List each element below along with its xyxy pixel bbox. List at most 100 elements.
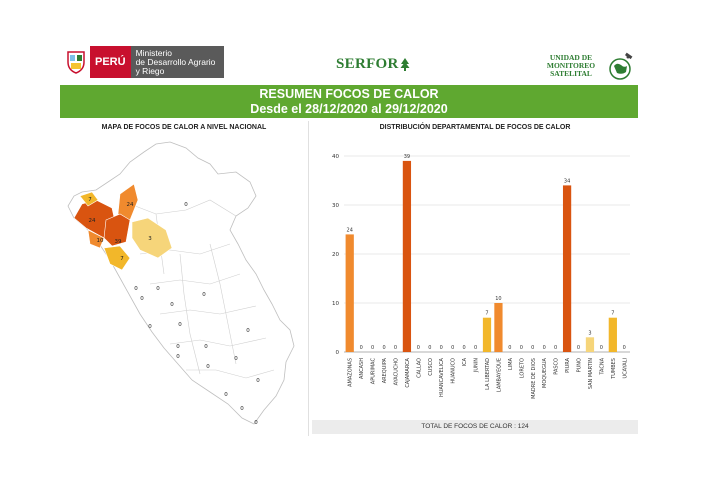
region-san-martin <box>131 217 173 259</box>
region-lambayeque <box>87 229 105 249</box>
report-date-range: Desde el 28/12/2020 al 29/12/2020 <box>250 102 448 116</box>
y-tick-label: 20 <box>332 252 339 258</box>
data-label: 0 <box>451 345 454 351</box>
region-la-libertad <box>103 245 131 271</box>
bar <box>345 234 354 352</box>
data-label: 0 <box>531 345 534 351</box>
map-label: 0 <box>134 286 138 292</box>
map-label: 3 <box>148 236 152 242</box>
ministry-label: Ministerio de Desarrollo Agrario y Riego <box>130 46 224 78</box>
x-tick-label: PASCO <box>554 358 560 375</box>
map-label: 24 <box>89 218 96 224</box>
map-label: 24 <box>127 202 134 208</box>
data-label: 0 <box>371 345 374 351</box>
x-tick-label: LA LIBERTAD <box>485 358 491 390</box>
x-tick-label: HUANUCO <box>451 358 457 384</box>
map-label: 39 <box>115 239 122 245</box>
data-label: 0 <box>543 345 546 351</box>
x-tick-label: MADRE DE DIOS <box>531 358 537 399</box>
bar <box>494 303 503 352</box>
y-axis: 0 10 20 30 40 <box>332 154 340 356</box>
data-label: 0 <box>463 345 466 351</box>
data-label: 0 <box>520 345 523 351</box>
x-tick-label: HUANCAVELICA <box>439 357 445 397</box>
x-tick-label: ANCASH <box>359 358 365 379</box>
x-tick-label: PIURA <box>565 357 571 372</box>
x-tick-label: APURIMAC <box>371 357 377 384</box>
data-label: 0 <box>428 345 431 351</box>
data-label: 39 <box>404 154 410 160</box>
x-tick-label: UCAYALI <box>622 358 628 379</box>
x-tick-label: PUNO <box>577 358 583 372</box>
x-tick-label: LAMBAYEQUE <box>496 358 502 392</box>
data-label: 10 <box>495 296 501 302</box>
data-label: 7 <box>611 311 614 317</box>
x-axis: AMAZONAS ANCASH APURIMAC AREQUIPA AYACUCHO CA… <box>348 357 629 398</box>
data-label: 0 <box>440 345 443 351</box>
x-tick-label: MOQUEGUA <box>542 357 548 388</box>
x-tick-label: AMAZONAS <box>348 358 354 387</box>
map-title: MAPA DE FOCOS DE CALOR A NIVEL NACIONAL <box>101 124 267 131</box>
map-label: 0 <box>240 406 244 412</box>
y-tick-label: 40 <box>332 154 339 160</box>
serfor-logo-text: SERFOR <box>336 56 399 72</box>
x-tick-label: CALLAO <box>416 358 422 378</box>
map-label: 0 <box>176 354 180 360</box>
map-label: 10 <box>97 238 104 244</box>
map-label: 0 <box>140 296 144 302</box>
satellite-globe-icon <box>608 52 634 80</box>
map-label: 0 <box>234 356 238 362</box>
map-label: 7 <box>88 197 92 203</box>
bar <box>402 160 412 352</box>
monitoring-unit-label: UNIDAD DE MONITOREO SATELITAL <box>546 53 596 78</box>
total-hotspots: TOTAL DE FOCOS DE CALOR : 124 <box>312 420 638 434</box>
bar <box>482 317 492 352</box>
data-label: 34 <box>564 178 570 184</box>
bar <box>585 337 595 352</box>
data-label: 0 <box>417 345 420 351</box>
serfor-tree-icon <box>399 57 411 71</box>
map-panel <box>60 121 309 436</box>
peru-label: PERÚ <box>90 46 131 78</box>
map-label: 0 <box>148 324 152 330</box>
title-banner: RESUMEN FOCOS DE CALOR Desde el 28/12/20… <box>60 85 638 118</box>
x-tick-label: TACNA <box>599 357 605 375</box>
x-tick-label: AREQUIPA <box>382 357 388 383</box>
map-label: 0 <box>254 420 258 426</box>
data-label: 0 <box>382 345 385 351</box>
bars-layer <box>345 160 617 352</box>
x-tick-label: CAJAMARCA <box>405 357 411 387</box>
x-tick-label: AYACUCHO <box>393 358 399 385</box>
map-label: 0 <box>170 302 174 308</box>
chart-title: DISTRIBUCIÓN DEPARTAMENTAL DE FOCOS DE C… <box>379 124 571 131</box>
data-label: 0 <box>508 345 511 351</box>
data-label: 3 <box>588 330 591 336</box>
coat-of-arms-icon <box>62 46 90 78</box>
x-tick-label: SAN MARTIN <box>588 358 594 389</box>
data-label: 7 <box>485 311 488 317</box>
data-label: 0 <box>394 345 397 351</box>
peru-heat-map: 7 24 24 10 39 3 7 0 0 0 0 0 0 0 0 0 0 0 … <box>67 141 295 426</box>
region-tumbes <box>79 191 99 207</box>
map-label: 0 <box>204 344 208 350</box>
x-tick-label: LIMA <box>508 357 514 370</box>
x-tick-label: ICA <box>462 357 468 366</box>
map-label: 7 <box>120 256 124 262</box>
data-label: 0 <box>600 345 603 351</box>
x-tick-label: TUMBES <box>611 358 617 380</box>
x-tick-label: JUNIN <box>474 358 480 373</box>
data-label: 0 <box>360 345 363 351</box>
map-label: 0 <box>184 202 188 208</box>
data-label: 0 <box>577 345 580 351</box>
map-label: 0 <box>246 328 250 334</box>
map-label: 0 <box>206 364 210 370</box>
peru-ministry-logo: PERÚ Ministerio de Desarrollo Agrario y … <box>62 46 224 78</box>
data-label: 0 <box>474 345 477 351</box>
x-tick-label: LORETO <box>519 358 525 378</box>
y-tick-label: 30 <box>332 203 339 209</box>
map-label: 0 <box>178 322 182 328</box>
map-label: 0 <box>176 344 180 350</box>
map-labels: 7 24 24 10 39 3 7 0 0 0 0 0 0 0 0 0 0 0 … <box>88 197 260 426</box>
map-label: 0 <box>156 286 160 292</box>
